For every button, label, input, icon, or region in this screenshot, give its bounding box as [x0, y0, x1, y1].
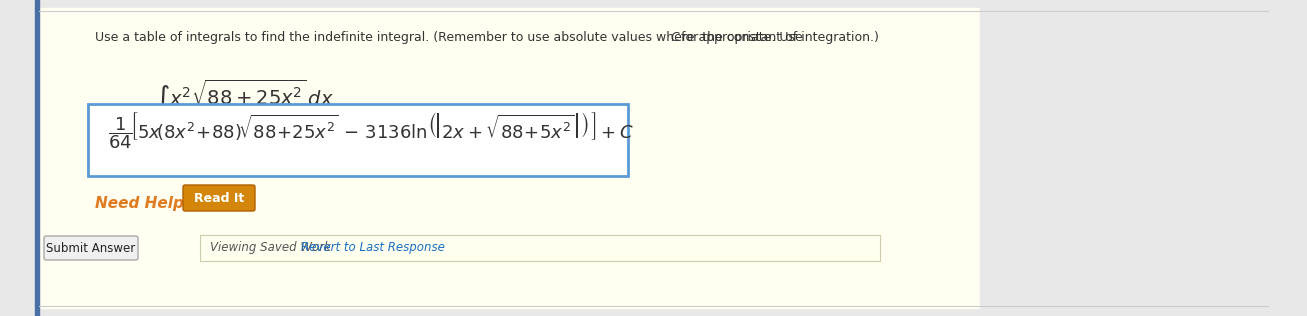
Text: $\dfrac{1}{64}\!\left[5x\!\left(8x^2\!+\!88\right)\!\sqrt{88\!+\!25x^2}\,-\,3136: $\dfrac{1}{64}\!\left[5x\!\left(8x^2\!+\…: [108, 111, 634, 151]
Bar: [200, 235, 880, 261]
FancyBboxPatch shape: [44, 236, 139, 260]
Text: Use a table of integrals to find the indefinite integral. (Remember to use absol: Use a table of integrals to find the ind…: [95, 31, 806, 44]
Bar: [88, 104, 627, 176]
Text: for the constant of integration.): for the constant of integration.): [677, 31, 878, 44]
Text: $\int x^2\sqrt{88 + 25x^2}\, dx$: $\int x^2\sqrt{88 + 25x^2}\, dx$: [156, 78, 333, 114]
Text: Submit Answer: Submit Answer: [46, 241, 136, 254]
Text: Need Help?: Need Help?: [95, 196, 192, 211]
Bar: [35, 0, 39, 316]
Text: Viewing Saved Work: Viewing Saved Work: [210, 241, 335, 254]
FancyBboxPatch shape: [183, 185, 255, 211]
Text: Read It: Read It: [193, 191, 244, 204]
Text: C: C: [670, 31, 680, 44]
Bar: [41, 8, 980, 308]
Bar: [980, 8, 1270, 308]
Text: Revert to Last Response: Revert to Last Response: [301, 241, 446, 254]
